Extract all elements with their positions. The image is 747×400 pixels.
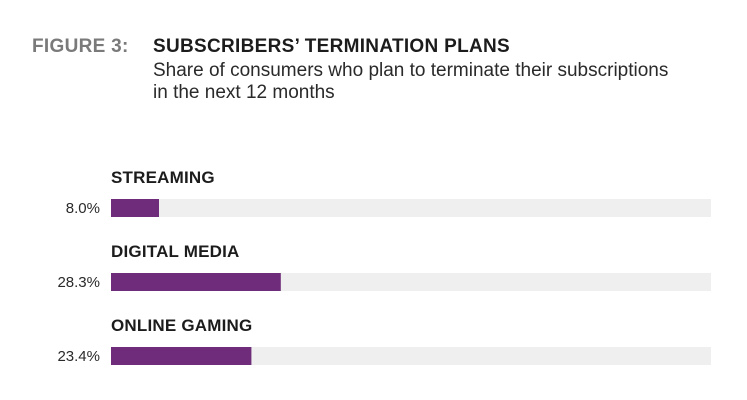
category-label-streaming: STREAMING	[111, 168, 215, 187]
bar-digital-media	[111, 273, 281, 291]
bar-online-gaming	[111, 347, 252, 365]
category-label-online-gaming: ONLINE GAMING	[111, 316, 252, 335]
value-label-online-gaming: 23.4%	[57, 348, 100, 365]
figure-label: FIGURE 3:	[32, 36, 129, 57]
value-label-streaming: 8.0%	[66, 200, 100, 217]
bar-track-streaming	[111, 199, 711, 217]
chart-title: SUBSCRIBERS’ TERMINATION PLANS	[153, 36, 511, 57]
category-label-digital-media: DIGITAL MEDIA	[111, 242, 240, 261]
chart-subtitle: Share of consumers who plan to terminate…	[153, 60, 669, 103]
bar-streaming	[111, 199, 159, 217]
bar-track-online-gaming	[111, 347, 711, 365]
value-label-digital-media: 28.3%	[57, 274, 100, 291]
